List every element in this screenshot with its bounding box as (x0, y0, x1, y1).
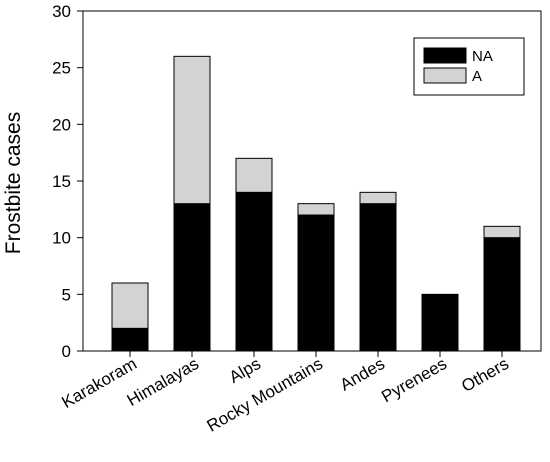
x-tick-label: Karakoram (58, 354, 140, 412)
legend: NA A (413, 37, 525, 96)
bar-a-karakoram (111, 282, 149, 329)
y-axis-title: Frostbite cases (2, 112, 25, 254)
bar-a-rocky-mountains (297, 203, 335, 216)
y-tick-label: 30 (52, 2, 71, 21)
legend-box (413, 37, 525, 96)
legend-label-a: A (472, 68, 482, 85)
y-tick-label: 20 (52, 115, 71, 134)
legend-swatch-a (423, 67, 467, 84)
y-tick-label: 25 (52, 59, 71, 78)
x-tick-label: Pyrenees (378, 354, 450, 406)
y-tick-label: 15 (52, 172, 71, 191)
bars-layer (111, 55, 521, 352)
legend-label-na: NA (472, 48, 493, 65)
y-tick-label: 0 (62, 342, 71, 361)
bar-na-karakoram (111, 327, 149, 352)
bar-na-rocky-mountains (297, 214, 335, 352)
x-tick-label: Rocky Mountains (204, 354, 326, 436)
x-tick-label: Alps (226, 354, 264, 387)
bar-na-himalayas (173, 203, 211, 352)
bar-na-andes (359, 203, 397, 352)
bar-na-alps (235, 191, 273, 352)
legend-swatch-na (423, 47, 467, 64)
x-tick-label: Himalayas (124, 354, 202, 410)
x-tick-label: Others (458, 354, 512, 396)
y-tick-label: 10 (52, 229, 71, 248)
bar-na-pyrenees (421, 293, 459, 352)
bar-a-others (483, 225, 521, 239)
bar-a-himalayas (173, 55, 211, 205)
bar-na-others (483, 237, 521, 352)
y-tick-label: 5 (62, 285, 71, 304)
bar-a-andes (359, 191, 397, 205)
bar-a-alps (235, 157, 273, 193)
